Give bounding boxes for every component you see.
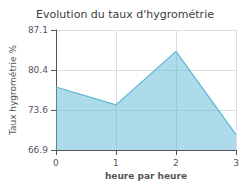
- svg-text:2: 2: [173, 158, 179, 168]
- svg-text:1: 1: [113, 158, 119, 168]
- svg-text:0: 0: [53, 158, 59, 168]
- svg-text:73.6: 73.6: [28, 105, 48, 115]
- svg-text:80.4: 80.4: [28, 65, 48, 75]
- svg-text:Evolution du taux d'hygrométri: Evolution du taux d'hygrométrie: [36, 8, 214, 21]
- svg-text:Taux hygrométrie %: Taux hygrométrie %: [8, 44, 18, 136]
- svg-text:66.9: 66.9: [28, 145, 48, 155]
- svg-text:heure par heure: heure par heure: [105, 171, 187, 181]
- svg-text:3: 3: [233, 158, 239, 168]
- svg-text:87.1: 87.1: [28, 25, 48, 35]
